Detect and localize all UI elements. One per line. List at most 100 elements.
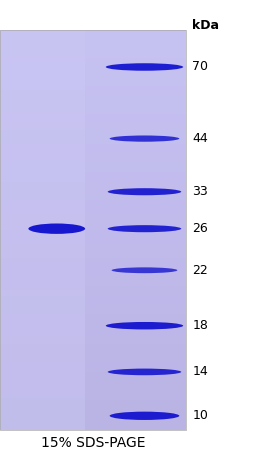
Bar bbox=[0, 340, 186, 342]
Ellipse shape bbox=[106, 322, 183, 329]
Bar bbox=[0, 78, 186, 80]
Bar bbox=[0, 350, 186, 352]
Bar bbox=[0, 246, 186, 248]
Bar bbox=[0, 308, 186, 310]
Bar bbox=[0, 166, 186, 168]
Bar bbox=[0, 310, 186, 312]
Bar bbox=[0, 44, 186, 46]
Bar bbox=[0, 344, 186, 346]
Bar bbox=[0, 389, 186, 392]
Bar bbox=[0, 210, 186, 212]
Bar bbox=[0, 338, 186, 340]
Bar bbox=[0, 88, 186, 90]
Bar bbox=[0, 358, 186, 360]
Bar bbox=[0, 292, 186, 294]
Bar bbox=[0, 30, 186, 32]
Bar bbox=[0, 395, 186, 398]
Bar bbox=[0, 226, 186, 228]
Text: 14: 14 bbox=[192, 365, 208, 378]
Bar bbox=[0, 374, 186, 376]
Bar bbox=[0, 412, 186, 413]
Bar bbox=[0, 194, 186, 196]
Bar bbox=[0, 48, 186, 50]
Bar bbox=[0, 250, 186, 252]
Bar bbox=[0, 182, 186, 184]
Bar bbox=[0, 234, 186, 236]
Bar bbox=[0, 352, 186, 354]
Bar bbox=[0, 214, 186, 216]
Bar bbox=[0, 428, 186, 430]
Bar bbox=[0, 298, 186, 300]
Bar bbox=[0, 64, 186, 66]
Bar bbox=[0, 322, 186, 324]
Bar bbox=[0, 290, 186, 292]
Bar bbox=[0, 320, 186, 322]
Bar bbox=[0, 94, 186, 96]
Bar bbox=[0, 238, 186, 240]
Bar bbox=[0, 160, 186, 162]
Bar bbox=[0, 124, 186, 126]
Bar bbox=[0, 404, 186, 406]
Bar bbox=[0, 232, 186, 234]
Bar bbox=[0, 282, 186, 284]
Text: 10: 10 bbox=[192, 409, 208, 422]
Bar bbox=[0, 188, 186, 190]
Bar bbox=[0, 422, 186, 424]
Bar bbox=[0, 272, 186, 274]
Bar bbox=[0, 260, 186, 262]
Ellipse shape bbox=[110, 412, 179, 420]
Text: 15% SDS-PAGE: 15% SDS-PAGE bbox=[41, 437, 145, 450]
Bar bbox=[0, 176, 186, 178]
Bar bbox=[0, 192, 186, 194]
Bar bbox=[0, 328, 186, 330]
Bar bbox=[0, 378, 186, 380]
Bar bbox=[0, 82, 186, 84]
Bar bbox=[0, 398, 186, 400]
Bar bbox=[0, 68, 186, 70]
Ellipse shape bbox=[106, 63, 183, 71]
Bar bbox=[0, 302, 186, 304]
Bar bbox=[0, 384, 186, 386]
Bar bbox=[0, 118, 186, 120]
Bar bbox=[0, 70, 186, 72]
Bar bbox=[0, 332, 186, 334]
Bar bbox=[0, 46, 186, 48]
Bar bbox=[0, 186, 186, 188]
Bar bbox=[0, 222, 186, 224]
Bar bbox=[0, 104, 186, 106]
Bar bbox=[0, 400, 186, 401]
Bar bbox=[0, 216, 186, 218]
Bar bbox=[0, 30, 186, 430]
Bar bbox=[0, 372, 186, 374]
Bar bbox=[0, 304, 186, 306]
Text: 70: 70 bbox=[192, 61, 208, 73]
Ellipse shape bbox=[111, 267, 178, 273]
Bar bbox=[0, 126, 186, 128]
Bar bbox=[0, 258, 186, 260]
Bar bbox=[0, 36, 186, 38]
Bar bbox=[0, 102, 186, 104]
Bar bbox=[0, 354, 186, 356]
Bar bbox=[0, 252, 186, 254]
Bar bbox=[0, 342, 186, 344]
Bar bbox=[0, 262, 186, 264]
Bar bbox=[0, 80, 186, 82]
Bar bbox=[0, 407, 186, 410]
Bar bbox=[0, 146, 186, 148]
Bar bbox=[0, 256, 186, 258]
Bar bbox=[0, 74, 186, 76]
Bar bbox=[0, 132, 186, 134]
Bar bbox=[0, 294, 186, 296]
Bar bbox=[0, 244, 186, 246]
Ellipse shape bbox=[108, 369, 181, 375]
Bar bbox=[0, 34, 186, 36]
Bar bbox=[0, 168, 186, 170]
Bar bbox=[0, 419, 186, 422]
Bar bbox=[0, 60, 186, 62]
Bar bbox=[0, 413, 186, 416]
Bar bbox=[0, 268, 186, 270]
Bar bbox=[0, 130, 186, 132]
Bar bbox=[0, 86, 186, 88]
Bar bbox=[0, 362, 186, 364]
Bar bbox=[0, 90, 186, 92]
